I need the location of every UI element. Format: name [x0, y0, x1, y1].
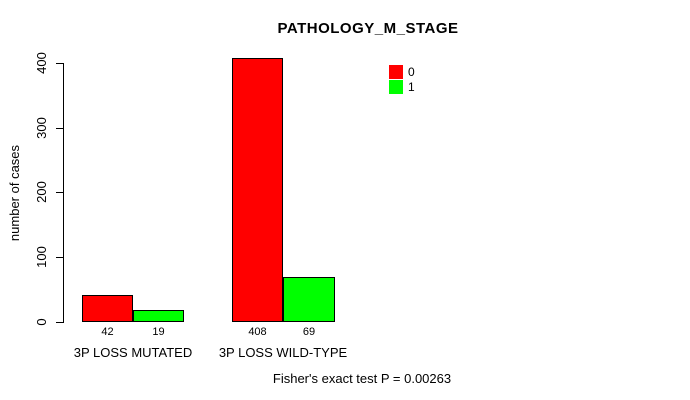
y-tick-label: 0: [34, 318, 49, 326]
y-tick-label: 400: [34, 52, 49, 74]
fisher-test-annotation: Fisher's exact test P = 0.00263: [272, 371, 452, 386]
bar-value-label: 69: [302, 326, 316, 338]
legend-row: 1: [389, 79, 415, 94]
legend-label-series0: 0: [408, 64, 415, 79]
y-tick: [56, 322, 63, 323]
y-tick-label: 200: [34, 181, 49, 203]
legend-swatch-series1: [389, 79, 403, 94]
y-axis-title: number of cases: [7, 144, 22, 242]
y-tick: [56, 257, 63, 258]
x-category-label: 3P LOSS WILD-TYPE: [218, 345, 348, 360]
bar-value-label: 42: [101, 326, 114, 338]
x-category-label: 3P LOSS MUTATED: [73, 345, 193, 360]
legend-label-series1: 1: [408, 79, 415, 94]
chart-title: PATHOLOGY_M_STAGE: [277, 20, 459, 37]
y-tick: [56, 63, 63, 64]
bar-series1-wildtype: [283, 277, 335, 322]
y-tick: [56, 192, 63, 193]
legend-swatch-series0: [389, 64, 403, 79]
bar-series0-mutated: [82, 295, 133, 322]
bar-series0-wildtype: [232, 58, 283, 322]
bar-series1-mutated: [133, 310, 184, 322]
y-tick-label: 300: [34, 117, 49, 139]
bar-value-label: 19: [152, 326, 165, 338]
legend: 0 1: [389, 64, 415, 94]
legend-row: 0: [389, 64, 415, 79]
y-tick: [56, 128, 63, 129]
bar-value-label: 408: [248, 326, 267, 338]
y-axis-line: [63, 63, 64, 323]
y-tick-label: 100: [34, 246, 49, 268]
